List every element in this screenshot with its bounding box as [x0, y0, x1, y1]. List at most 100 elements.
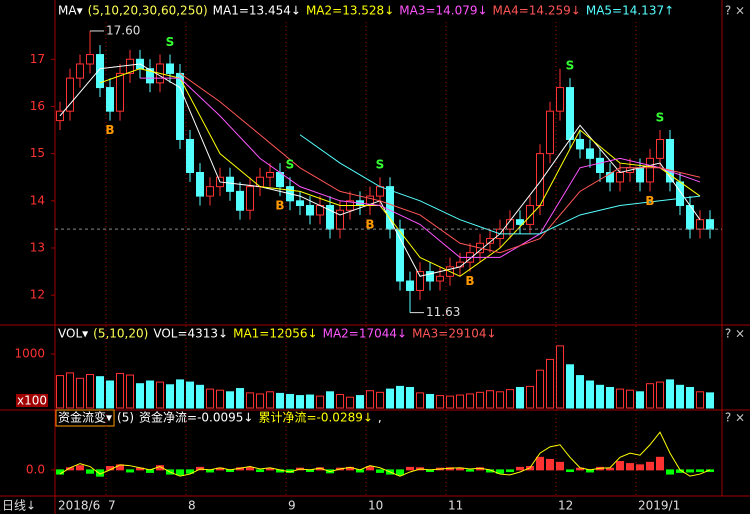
- x-tick-label: 11: [448, 499, 463, 513]
- bar: [346, 396, 354, 409]
- bar: [506, 389, 514, 409]
- bar: [606, 467, 614, 471]
- header-item: (5,10,20): [93, 327, 148, 341]
- bar: [406, 466, 414, 471]
- x-tick-label: 2019/1: [638, 499, 680, 513]
- bar: [306, 394, 314, 409]
- candle-body: [206, 186, 214, 197]
- bar: [236, 388, 244, 409]
- candle-body: [246, 186, 254, 211]
- bar: [396, 385, 404, 409]
- header-item: MA3=14.079↓: [399, 4, 487, 18]
- candle-body: [166, 63, 174, 74]
- signal-label: S: [376, 158, 385, 172]
- candle-body: [616, 172, 624, 183]
- bar: [676, 384, 684, 409]
- y-tick-label: 13: [30, 240, 45, 254]
- bar: [176, 469, 184, 476]
- period-label: 日线↓: [2, 499, 36, 513]
- bar: [276, 392, 284, 409]
- candle-body: [646, 157, 654, 183]
- candle-body: [86, 54, 94, 65]
- candle-body: [436, 275, 444, 282]
- bar: [626, 389, 634, 409]
- header-item: MA1=13.454↓: [213, 4, 301, 18]
- candle-body: [706, 219, 714, 230]
- ma-line: [99, 68, 701, 277]
- y-tick-label: 0.0: [26, 462, 45, 476]
- candle-body: [636, 167, 644, 183]
- candle-body: [486, 238, 494, 244]
- bar: [226, 391, 234, 409]
- bar: [516, 386, 524, 409]
- candle-body: [306, 205, 314, 216]
- bar: [406, 386, 414, 409]
- header-item: VOL▾: [58, 327, 88, 341]
- candle-body: [116, 72, 124, 112]
- y-tick-label: 1000: [14, 346, 45, 360]
- candle-body: [536, 153, 544, 207]
- x-tick-label: 8: [188, 499, 196, 513]
- bar: [366, 390, 374, 409]
- bar: [636, 464, 644, 471]
- candle-body: [526, 205, 534, 225]
- y-tick-label: 17: [30, 52, 45, 66]
- bar: [456, 394, 464, 409]
- annotation-label: 17.60: [106, 23, 140, 37]
- x-tick-label: 10: [368, 499, 383, 513]
- bar: [616, 388, 624, 409]
- bar: [186, 469, 194, 474]
- bar: [446, 395, 454, 409]
- bar: [626, 463, 634, 471]
- bar: [396, 469, 404, 476]
- candle-body: [596, 157, 604, 173]
- y-tick-label: 12: [30, 288, 45, 302]
- bar: [356, 395, 364, 409]
- signal-label: B: [365, 217, 374, 231]
- candle-body: [326, 205, 334, 230]
- bar: [666, 379, 674, 409]
- signal-label: S: [286, 158, 295, 172]
- candle-body: [546, 110, 554, 155]
- candle-body: [186, 138, 194, 173]
- signal-label: S: [656, 111, 665, 125]
- candle-body: [196, 172, 204, 197]
- bar: [546, 458, 554, 471]
- bar: [376, 391, 384, 409]
- candle-body: [236, 190, 244, 211]
- bar: [86, 469, 94, 474]
- bar: [686, 386, 694, 409]
- bar: [66, 372, 74, 409]
- bar: [526, 385, 534, 409]
- bar: [586, 380, 594, 409]
- bar: [566, 364, 574, 409]
- signal-label: B: [465, 274, 474, 288]
- bar: [556, 345, 564, 409]
- bar: [76, 465, 84, 471]
- candle-body: [226, 176, 234, 192]
- bar: [216, 389, 224, 409]
- bar: [666, 469, 674, 475]
- candle-body: [406, 280, 414, 291]
- bar: [126, 469, 134, 473]
- annotation-label: 11.63: [426, 305, 460, 319]
- bar: [416, 392, 424, 409]
- header-item: (5): [117, 411, 134, 425]
- candle-body: [296, 200, 304, 207]
- y-tick-label: 15: [30, 146, 45, 160]
- y-tick-label: 14: [30, 193, 45, 207]
- candle-body: [516, 219, 524, 225]
- header-item: 累计净流=-0.0289↓: [258, 411, 372, 425]
- candle-body: [666, 138, 674, 183]
- bar: [136, 383, 144, 409]
- header-item: (5,10,20,30,60,250): [88, 4, 208, 18]
- bar: [426, 393, 434, 409]
- header-item: MA1=12056↓: [233, 327, 317, 341]
- bar: [296, 395, 304, 409]
- bar: [186, 381, 194, 409]
- unit-label: x100: [17, 394, 47, 408]
- candle-body: [266, 172, 274, 178]
- x-tick-label: 12: [558, 499, 573, 513]
- bar: [696, 469, 704, 473]
- panel-control: ?: [725, 327, 731, 341]
